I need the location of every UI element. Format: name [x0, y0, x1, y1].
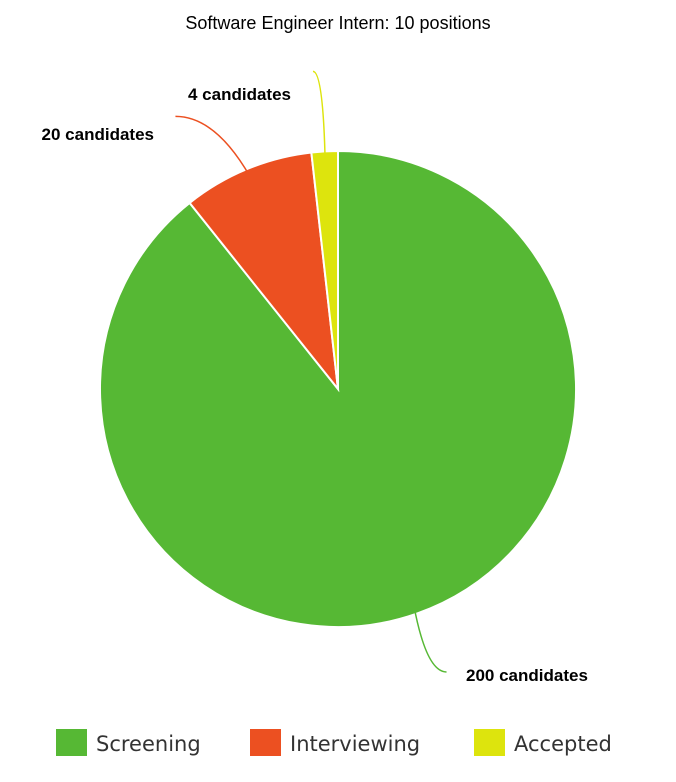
slice-labels: 200 candidates 20 candidates 4 candidates	[42, 85, 588, 685]
leader-line-interviewing	[175, 115, 251, 177]
legend-label-screening: Screening	[96, 732, 201, 756]
data-label-interviewing: 20 candidates	[42, 125, 154, 144]
legend-item-interviewing[interactable]: Interviewing	[250, 729, 420, 756]
legend-item-screening[interactable]: Screening	[56, 729, 201, 756]
pie-slice-interviewing[interactable]	[188, 151, 340, 393]
label-leader-lines	[175, 70, 447, 673]
legend-label-accepted: Accepted	[514, 732, 612, 756]
legend-swatch-accepted	[474, 729, 505, 756]
legend[interactable]: Screening Interviewing Accepted	[56, 729, 612, 756]
legend-swatch-screening	[56, 729, 87, 756]
legend-item-accepted[interactable]: Accepted	[474, 729, 612, 756]
chart-title: Software Engineer Intern: 10 positions	[185, 13, 490, 33]
leader-line-screening	[413, 605, 447, 673]
legend-label-interviewing: Interviewing	[290, 732, 420, 756]
leader-line-accepted	[312, 70, 326, 160]
pie-slices	[99, 149, 577, 628]
data-label-accepted: 4 candidates	[188, 85, 291, 104]
legend-swatch-interviewing	[250, 729, 281, 756]
data-label-screening: 200 candidates	[466, 666, 588, 685]
